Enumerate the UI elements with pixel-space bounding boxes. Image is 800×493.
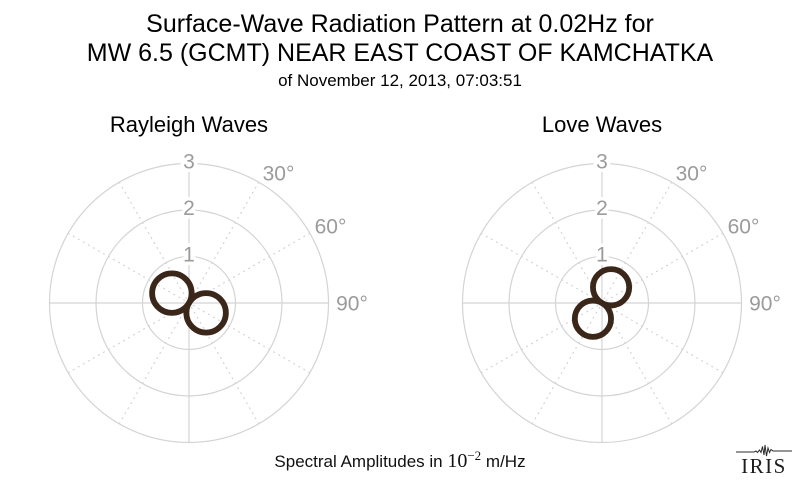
figure-title-date: of November 12, 2013, 07:03:51 [278,71,522,90]
angle-tick-label: 30° [263,162,295,185]
radius-tick-label: 2 [183,197,195,220]
grid-spoke-dotted [480,304,599,374]
love-radiation-lobe [571,297,614,340]
grid-spoke-dotted [531,306,601,425]
love-radiation-lobe [590,266,633,309]
figure-title-line1: Surface-Wave Radiation Pattern at 0.02Hz… [146,10,654,38]
caption-mantissa: 10 [447,450,468,472]
angle-tick-label: 30° [676,162,708,185]
rayleigh-plot-title: Rayleigh Waves [109,112,269,137]
figure-title-line2: MW 6.5 (GCMT) NEAR EAST COAST OF KAMCHAT… [86,39,714,67]
grid-spoke-dotted [531,181,601,300]
grid-spoke-dotted [192,232,311,302]
angle-tick-label: 90° [336,293,368,316]
love-plot-title: Love Waves [541,112,663,137]
radius-tick-label: 3 [596,151,608,174]
grid-spoke-dotted [118,306,188,425]
grid-spoke-dotted [67,304,186,374]
grid-spoke-dotted [192,304,311,374]
rayleigh-radiation-lobe [183,290,229,336]
angle-tick-label: 90° [749,293,781,316]
radius-tick-label: 3 [183,151,195,174]
grid-spoke-dotted [480,232,599,302]
caption-prefix: Spectral Amplitudes in [274,452,448,471]
radius-tick-label: 1 [183,244,195,267]
radius-tick-label: 2 [596,197,608,220]
seismogram-trace-icon [736,444,792,457]
grid-spoke-dotted [603,306,673,425]
grid-spoke-dotted [605,232,724,302]
rayleigh-radiation-lobe [149,270,195,316]
grid-spoke-dotted [605,304,724,374]
angle-tick-label: 60° [315,216,347,239]
radius-tick-label: 1 [596,244,608,267]
iris-logo: IRIS [733,443,795,478]
angle-tick-label: 60° [728,216,760,239]
caption-suffix: m/Hz [481,452,526,471]
iris-logo-text: IRIS [741,454,787,478]
grid-spoke-dotted [603,181,673,300]
grid-spoke-dotted [67,232,186,302]
grid-spoke-dotted [190,181,260,300]
amplitude-units-caption: Spectral Amplitudes in 10−2 m/Hz [0,448,800,473]
caption-exponent: −2 [467,448,482,463]
